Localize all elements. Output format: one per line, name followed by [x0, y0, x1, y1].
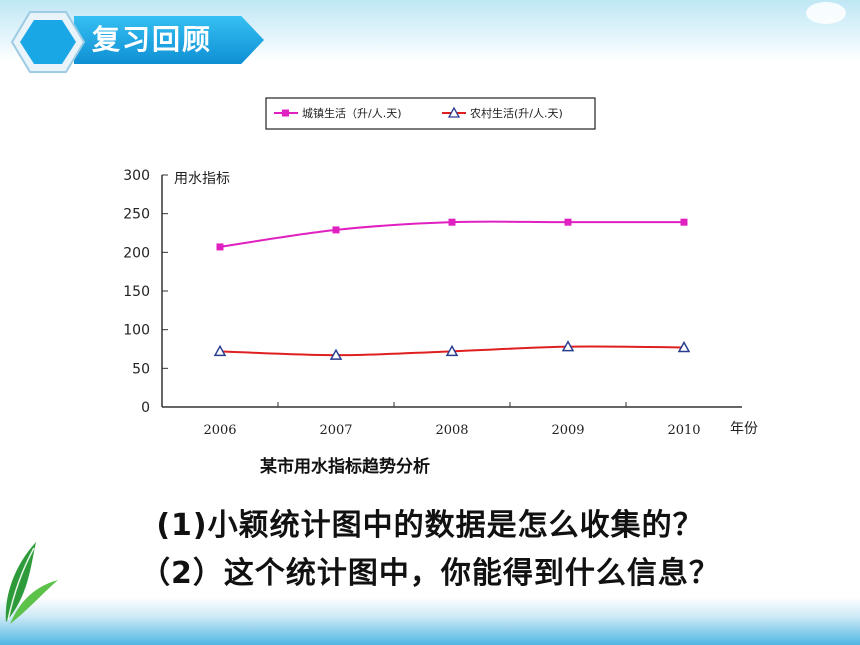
x-tick-label: 2007	[319, 423, 352, 438]
question-1: (1)小颖统计图中的数据是怎么收集的？	[156, 508, 704, 543]
data-point-square	[680, 218, 688, 226]
data-point-square	[564, 218, 572, 226]
chart-axes: 0 50 100 150 200 250 300 2006 2007 2008 2009 2010 用水…	[123, 168, 758, 438]
chart-caption: 某市用水指标趋势分析	[260, 457, 430, 477]
legend-marker-triangle	[447, 106, 461, 118]
bubble-decoration	[806, 2, 846, 24]
chart-legend: 城镇生活（升/人.天) 农村生活(升/人.天)	[265, 97, 596, 130]
hexagon-icon	[10, 11, 86, 73]
data-point-triangle	[677, 340, 691, 353]
legend-label-2: 农村生活(升/人.天)	[470, 106, 563, 120]
legend-marker-square	[282, 109, 289, 117]
y-tick-label: 50	[132, 361, 150, 377]
data-point-square	[216, 243, 224, 251]
y-tick-label: 300	[123, 168, 150, 184]
leaf-icon	[5, 542, 58, 624]
data-point-triangle	[213, 344, 227, 357]
title-tab	[74, 16, 264, 64]
y-tick-label: 0	[141, 400, 150, 416]
x-tick-label: 2009	[551, 423, 584, 438]
y-tick-label: 200	[123, 245, 150, 261]
y-tick-label: 100	[123, 323, 150, 339]
bottom-decor-band	[0, 597, 860, 645]
x-tick-label: 2010	[667, 423, 700, 438]
y-tick-label: 150	[123, 284, 150, 300]
data-point-square	[332, 226, 340, 234]
legend-label-1: 城镇生活（升/人.天)	[302, 106, 402, 120]
data-point-triangle	[329, 348, 343, 360]
legend-box	[265, 97, 596, 130]
question-2: （2）这个统计图中，你能得到什么信息？	[140, 556, 720, 591]
y-tick-label: 250	[123, 207, 150, 223]
data-point-square	[448, 218, 456, 226]
y-axis-label: 用水指标	[174, 171, 230, 187]
x-tick-label: 2008	[435, 423, 468, 438]
data-point-triangle	[561, 340, 575, 352]
page-title: 复习回顾	[92, 23, 213, 56]
x-axis-label: 年份	[730, 421, 758, 437]
chart-series	[213, 218, 691, 360]
x-tick-label: 2006	[203, 423, 236, 438]
data-point-triangle	[445, 344, 459, 357]
